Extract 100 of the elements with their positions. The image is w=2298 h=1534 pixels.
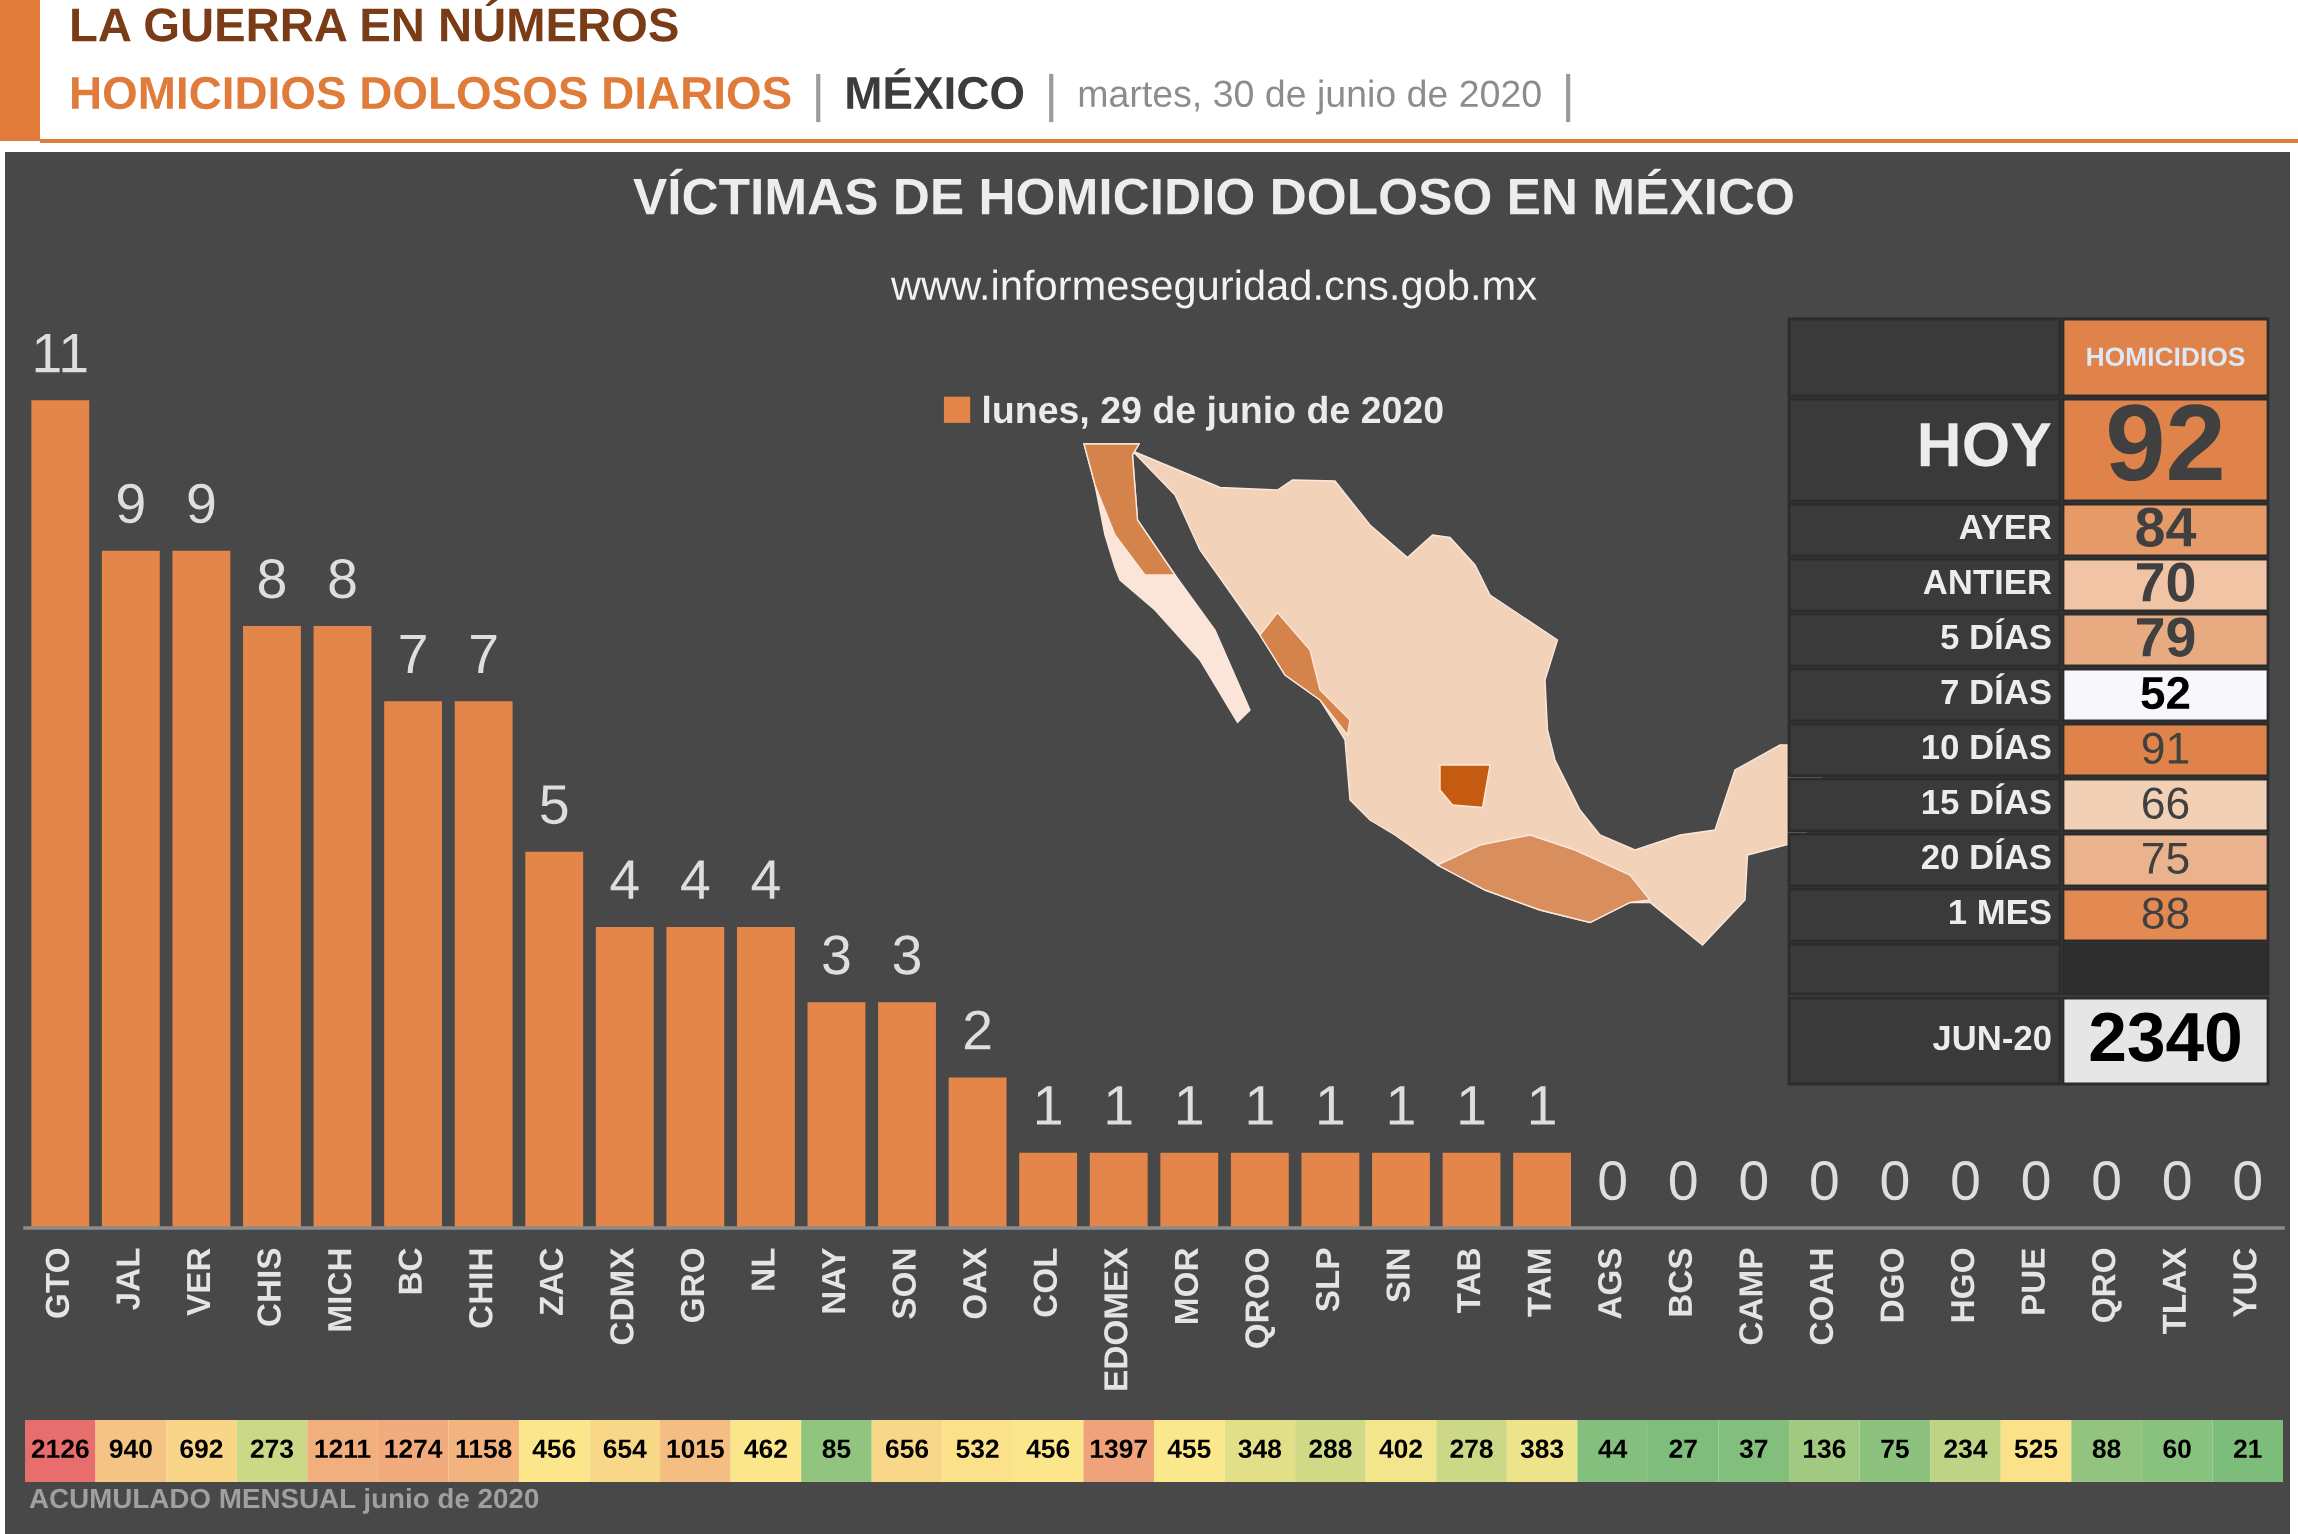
data-label: 348 (1238, 1439, 1282, 1459)
data-label: 1 (1107, 1086, 1132, 1125)
data-label: 402 (1379, 1439, 1422, 1459)
x-tick-label: PUE (2021, 1248, 2045, 1314)
data-label: 136 (1803, 1439, 1846, 1459)
bar (313, 626, 372, 1228)
bar (101, 550, 160, 1228)
annotation: 15 DÍAS (1922, 783, 2051, 815)
annotation: 70 (2136, 562, 2195, 602)
bar (1442, 1152, 1501, 1228)
data-label: 4 (681, 860, 710, 899)
data-label: 88 (2092, 1439, 2121, 1459)
data-label: 1211 (315, 1439, 371, 1458)
annotation: 20 DÍAS (1921, 838, 2051, 870)
data-label: 0 (2022, 1161, 2050, 1201)
data-label: 455 (1167, 1439, 1211, 1459)
data-label: 37 (1739, 1439, 1768, 1459)
bar (1089, 1152, 1148, 1228)
annotation: JUN-20 (1932, 1025, 2051, 1051)
data-label: 0 (1599, 1161, 1626, 1201)
data-label: 8 (329, 559, 356, 599)
x-tick-label: BCS (1668, 1248, 1693, 1316)
x-tick-label: ZAC (539, 1248, 564, 1315)
bar (595, 927, 654, 1228)
data-label: 85 (822, 1439, 851, 1459)
data-label: 1 (1036, 1086, 1061, 1125)
data-label: 1 (1248, 1086, 1273, 1125)
data-label: 1 (1319, 1086, 1344, 1125)
data-label: 8 (258, 559, 285, 599)
bar (807, 1002, 866, 1228)
x-tick-label: OAX (962, 1247, 987, 1319)
x-tick-label: COAH (1809, 1249, 1834, 1345)
annotation: 88 (2142, 897, 2189, 929)
x-tick-label: QROO (1245, 1248, 1276, 1348)
y-tick-label: ACUMULADO MENSUAL junio de 2020 (29, 1487, 539, 1514)
legend-label: lunes, 29 de junio de 2020 (984, 395, 1443, 431)
data-label: 456 (532, 1439, 576, 1459)
x-tick-label: MICH (327, 1249, 352, 1331)
data-label: 692 (180, 1439, 223, 1459)
data-label: 940 (109, 1439, 152, 1459)
x-tick-label: VER (187, 1248, 211, 1316)
data-label: 0 (1740, 1161, 1768, 1201)
bar (384, 701, 443, 1228)
bar (172, 550, 231, 1228)
x-tick-label: GRO (680, 1248, 705, 1322)
data-label: 234 (1944, 1439, 1988, 1459)
text: LA GUERRA EN NÚMEROS (72, 0, 678, 42)
data-label: 1015 (667, 1439, 724, 1459)
data-label: 1274 (385, 1439, 443, 1458)
x-tick-label: YUC (2233, 1248, 2257, 1318)
x-tick-label: CHIS (257, 1248, 281, 1326)
data-label: 0 (1669, 1161, 1697, 1201)
annotation: 1 MES (1949, 899, 2051, 925)
data-label: 462 (744, 1439, 787, 1459)
data-label: 0 (1952, 1161, 1979, 1201)
x-tick-label: CAMP (1739, 1248, 1763, 1345)
x-tick-label: MOR (1174, 1248, 1199, 1323)
bar (666, 927, 725, 1228)
data-label: 0 (2163, 1161, 2191, 1201)
bar (1372, 1152, 1430, 1228)
bar (31, 400, 90, 1228)
chart-subtitle: www.informeseguridad.cns.gob.mx (890, 269, 1537, 309)
data-label: 4 (751, 860, 780, 899)
x-tick-label: JAL (116, 1248, 140, 1310)
annotation: 84 (2136, 507, 2197, 547)
data-label: 60 (2163, 1439, 2191, 1459)
data-label: 525 (2014, 1439, 2058, 1459)
data-label: 5 (540, 785, 568, 825)
data-label: 7 (400, 634, 426, 674)
annotation: 7 DÍAS (1941, 673, 2051, 705)
bar (1513, 1152, 1572, 1228)
x-tick-label: CHIH (469, 1249, 493, 1328)
x-tick-label: GTO (45, 1248, 70, 1318)
data-label: 4 (610, 860, 639, 899)
data-label: 656 (885, 1439, 929, 1459)
annotation: AYER (1959, 515, 2052, 539)
x-tick-label: TAB (1457, 1248, 1481, 1314)
x-tick-label: DGO (1880, 1248, 1904, 1322)
annotation: 2340 (2090, 1012, 2240, 1062)
data-label: 0 (2234, 1161, 2261, 1201)
x-tick-label: BC (398, 1248, 423, 1294)
x-tick-label: AGS (1598, 1248, 1622, 1319)
x-tick-label: COL (1033, 1248, 1058, 1317)
x-tick-label: NL (751, 1248, 775, 1290)
annotation: 66 (2143, 787, 2189, 819)
annotation: 52 (2141, 676, 2190, 710)
data-label: 1 (1530, 1086, 1555, 1125)
annotation: 91 (2142, 732, 2189, 764)
annotation: 5 DÍAS (1941, 618, 2051, 650)
data-label: 1397 (1091, 1439, 1147, 1459)
data-label: 456 (1026, 1439, 1070, 1459)
bar (1230, 1152, 1289, 1228)
bar (948, 1077, 1007, 1228)
annotation: HOY (1920, 422, 2051, 467)
data-label: 2126 (31, 1439, 89, 1459)
data-label: 9 (118, 483, 144, 524)
data-label: 0 (2093, 1161, 2120, 1201)
x-tick-label: SIN (1386, 1249, 1410, 1303)
data-label: 27 (1669, 1439, 1697, 1458)
data-label: 654 (603, 1439, 647, 1459)
